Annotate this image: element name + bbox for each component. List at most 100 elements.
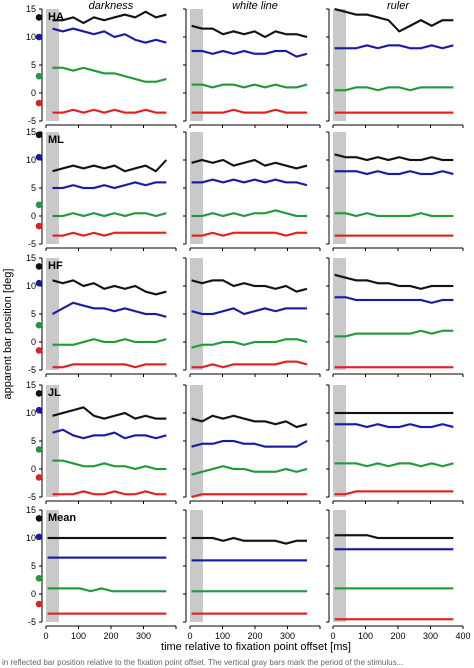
series-line	[52, 301, 167, 318]
stimulus-marker	[35, 515, 43, 522]
shaded-interval	[190, 385, 203, 497]
panel-JL-white-line	[183, 384, 321, 504]
caption-text: in reflected bar position relative to th…	[2, 658, 403, 667]
x-tick-label: 200	[103, 631, 118, 641]
y-tick-label: 5	[31, 309, 36, 319]
series-line	[52, 428, 167, 440]
row-label-JL: JL	[48, 387, 61, 399]
panel-JL-darkness	[35, 384, 177, 504]
stimulus-marker	[35, 72, 43, 80]
x-tick-label: 300	[423, 631, 438, 641]
series-line	[191, 493, 307, 498]
series-line	[191, 159, 308, 170]
series-line	[52, 66, 167, 83]
series-line	[334, 296, 454, 304]
series-line	[191, 178, 308, 187]
y-tick-label: 0	[31, 88, 36, 98]
stimulus-marker	[35, 222, 43, 230]
y-tick-label: -5	[28, 239, 36, 249]
series-line	[191, 440, 308, 448]
row-label-ML: ML	[48, 134, 64, 146]
series-line	[334, 490, 454, 496]
error-band	[191, 307, 307, 316]
stimulus-marker	[35, 99, 43, 107]
y-tick-label: 0	[31, 464, 36, 474]
stimulus-marker	[35, 201, 43, 209]
y-tick-label: 10	[26, 155, 36, 165]
stimulus-marker	[35, 279, 43, 287]
y-tick-label: 0	[31, 211, 36, 221]
row-label-Mean: Mean	[48, 512, 76, 524]
panel-HF-darkness	[35, 257, 177, 377]
shaded-interval	[333, 510, 346, 622]
y-axis-label: apparent bar position [deg]	[2, 269, 14, 400]
series-line	[52, 108, 167, 114]
panel-HA-white-line	[183, 8, 321, 128]
column-title-white-line: white line	[232, 0, 278, 12]
series-line	[191, 108, 307, 114]
y-tick-label: 0	[31, 589, 36, 599]
series-line	[191, 83, 308, 89]
series-line	[52, 181, 167, 189]
panel-Mean-white-line	[183, 509, 321, 629]
stimulus-marker	[35, 14, 43, 21]
series-line	[334, 212, 454, 217]
stimulus-marker	[35, 390, 43, 397]
series-line	[191, 24, 308, 38]
error-band	[52, 158, 167, 173]
y-tick-label: 5	[31, 436, 36, 446]
y-tick-label: -5	[28, 617, 36, 627]
shaded-interval	[190, 510, 203, 622]
y-tick-label: 5	[31, 561, 36, 571]
series-line	[52, 159, 168, 173]
y-tick-label: 15	[26, 4, 36, 14]
shaded-interval	[190, 132, 203, 244]
x-tick-label: 200	[247, 631, 262, 641]
panel-HA-darkness	[35, 8, 177, 128]
shaded-interval	[333, 132, 346, 244]
panel-HF-white-line	[183, 257, 321, 377]
series-line	[52, 338, 167, 346]
error-band	[191, 24, 307, 39]
series-line	[191, 414, 308, 428]
stimulus-marker	[35, 347, 43, 354]
y-tick-label: 15	[26, 253, 36, 263]
y-tick-label: -5	[28, 492, 36, 502]
stimulus-marker	[35, 406, 43, 414]
x-tick-label: 100	[215, 631, 230, 641]
series-line	[191, 279, 308, 293]
x-tick-label: 100	[358, 631, 373, 641]
series-line	[334, 153, 454, 161]
y-tick-label: 5	[31, 183, 36, 193]
panel-JL-ruler	[326, 384, 464, 504]
column-title-ruler: ruler	[387, 0, 410, 12]
y-tick-label: 10	[26, 32, 36, 42]
column-title-darkness: darkness	[89, 0, 134, 12]
shaded-interval	[46, 9, 59, 121]
row-label-HA: HA	[48, 11, 64, 23]
series-line	[334, 44, 454, 50]
stimulus-marker	[35, 33, 43, 41]
series-line	[52, 212, 167, 217]
series-line	[334, 86, 454, 92]
series-line	[334, 273, 454, 290]
series-line	[52, 27, 167, 44]
error-band	[334, 273, 454, 291]
series-line	[52, 10, 167, 24]
panel-Mean-ruler	[326, 509, 464, 629]
series-line	[191, 537, 307, 545]
series-line	[334, 462, 454, 468]
series-line	[334, 329, 454, 338]
stimulus-marker	[35, 446, 43, 453]
shaded-interval	[333, 385, 346, 497]
row-label-HF: HF	[48, 260, 63, 272]
series-line	[52, 406, 167, 420]
series-line	[334, 423, 454, 428]
shaded-interval	[190, 258, 203, 370]
y-tick-label: 10	[26, 533, 36, 543]
stimulus-marker	[35, 263, 43, 270]
series-line	[52, 231, 167, 237]
series-line	[52, 363, 167, 369]
series-line	[191, 231, 307, 237]
